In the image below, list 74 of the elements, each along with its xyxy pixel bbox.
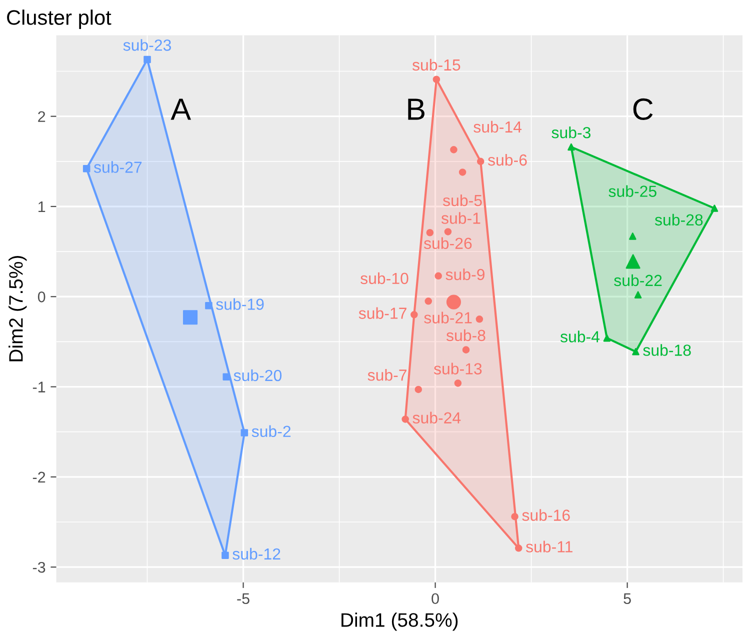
data-label: sub-20 [234,369,282,382]
point [450,146,458,154]
point [410,311,418,318]
data-label: sub-1 [441,212,480,224]
data-label: sub-2 [252,425,291,438]
data-label: sub-7 [368,369,406,381]
annotation: A [170,98,191,120]
y-tick-label: 0 [38,292,46,302]
point [432,76,440,84]
point [402,416,409,423]
data-label: sub-11 [526,540,572,552]
point [240,429,248,436]
point [511,512,518,520]
point [514,544,522,552]
point [144,56,151,64]
data-label: sub-27 [94,161,142,173]
data-label: sub-17 [358,307,406,319]
point [634,291,642,298]
point [603,334,611,342]
x-tick-label: 0 [432,593,439,604]
data-label: sub-24 [412,412,461,424]
data-label: sub-10 [360,272,408,284]
point [222,373,230,381]
y-tick-label: -1 [32,382,46,392]
data-label: sub-18 [643,344,691,356]
data-label: sub-15 [412,58,460,71]
point [82,164,90,172]
point [710,204,718,212]
point [476,316,484,323]
data-label: sub-5 [443,194,482,206]
data-label: sub-3 [552,126,590,138]
point [454,380,462,387]
data-label: sub-22 [614,274,662,286]
point [476,158,484,166]
data-label: sub-13 [434,362,482,374]
point [222,552,229,559]
data-label: sub-25 [608,185,656,197]
point [458,168,466,176]
chart-title: Cluster plot [7,10,112,30]
point [446,294,461,310]
point [444,228,452,236]
data-label: sub-6 [488,154,527,166]
point [182,310,198,325]
point [629,232,636,240]
point [424,297,432,305]
point [568,143,575,151]
point [632,348,640,356]
point [426,228,434,236]
data-label: sub-8 [446,329,486,342]
point [414,386,422,394]
data-label: sub-26 [424,237,472,250]
x-axis-title: Dim1 (58.5%) [342,612,458,631]
y-tick-label: 2 [38,111,46,122]
x-tick-label: 5 [624,593,631,604]
data-label: sub-16 [522,509,570,521]
point [205,302,212,310]
data-label: sub-23 [123,39,171,51]
point [626,254,640,269]
y-tick-label: -2 [32,472,46,482]
annotation: C [633,98,653,120]
data-label: sub-4 [560,330,600,342]
data-label: sub-21 [424,312,472,324]
annotation: B [408,98,424,120]
point [462,346,470,354]
point [434,272,442,280]
x-tick-label: -5 [237,593,250,604]
y-tick-label: 1 [38,202,46,212]
y-axis-title: Dim2 (7.5%) [8,256,27,362]
data-label: sub-28 [654,214,703,226]
y-tick-label: -3 [32,562,46,573]
data-label: sub-14 [474,120,522,133]
data-label: sub-12 [232,548,280,560]
data-label: sub-9 [446,268,484,280]
data-label: sub-19 [216,298,264,310]
